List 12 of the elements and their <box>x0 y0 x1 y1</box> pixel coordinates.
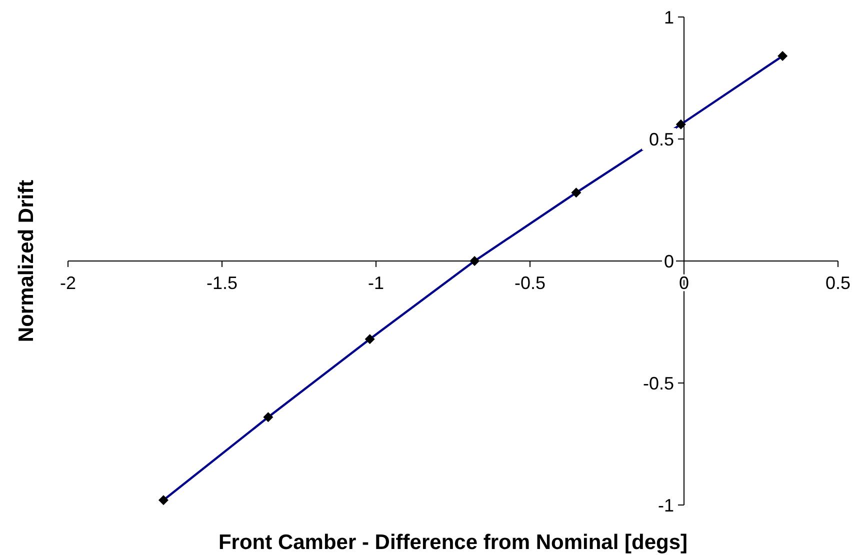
y-tick-label: -0.5 <box>642 373 674 394</box>
x-tick-label: -2 <box>60 273 76 293</box>
x-tick-label: -1 <box>368 273 384 293</box>
y-tick-label: -1 <box>658 495 674 516</box>
y-tick-label: 1 <box>664 7 674 28</box>
x-axis-title: Front Camber - Difference from Nominal [degs] <box>218 531 688 554</box>
x-tick-label: 0.5 <box>825 273 851 293</box>
y-tick-label: 0 <box>664 251 674 272</box>
y-axis-title: Normalized Drift <box>15 180 38 342</box>
y-tick-label: 0.5 <box>648 129 674 150</box>
x-tick-label: -1.5 <box>206 273 238 293</box>
x-tick-label: -0.5 <box>514 273 546 293</box>
